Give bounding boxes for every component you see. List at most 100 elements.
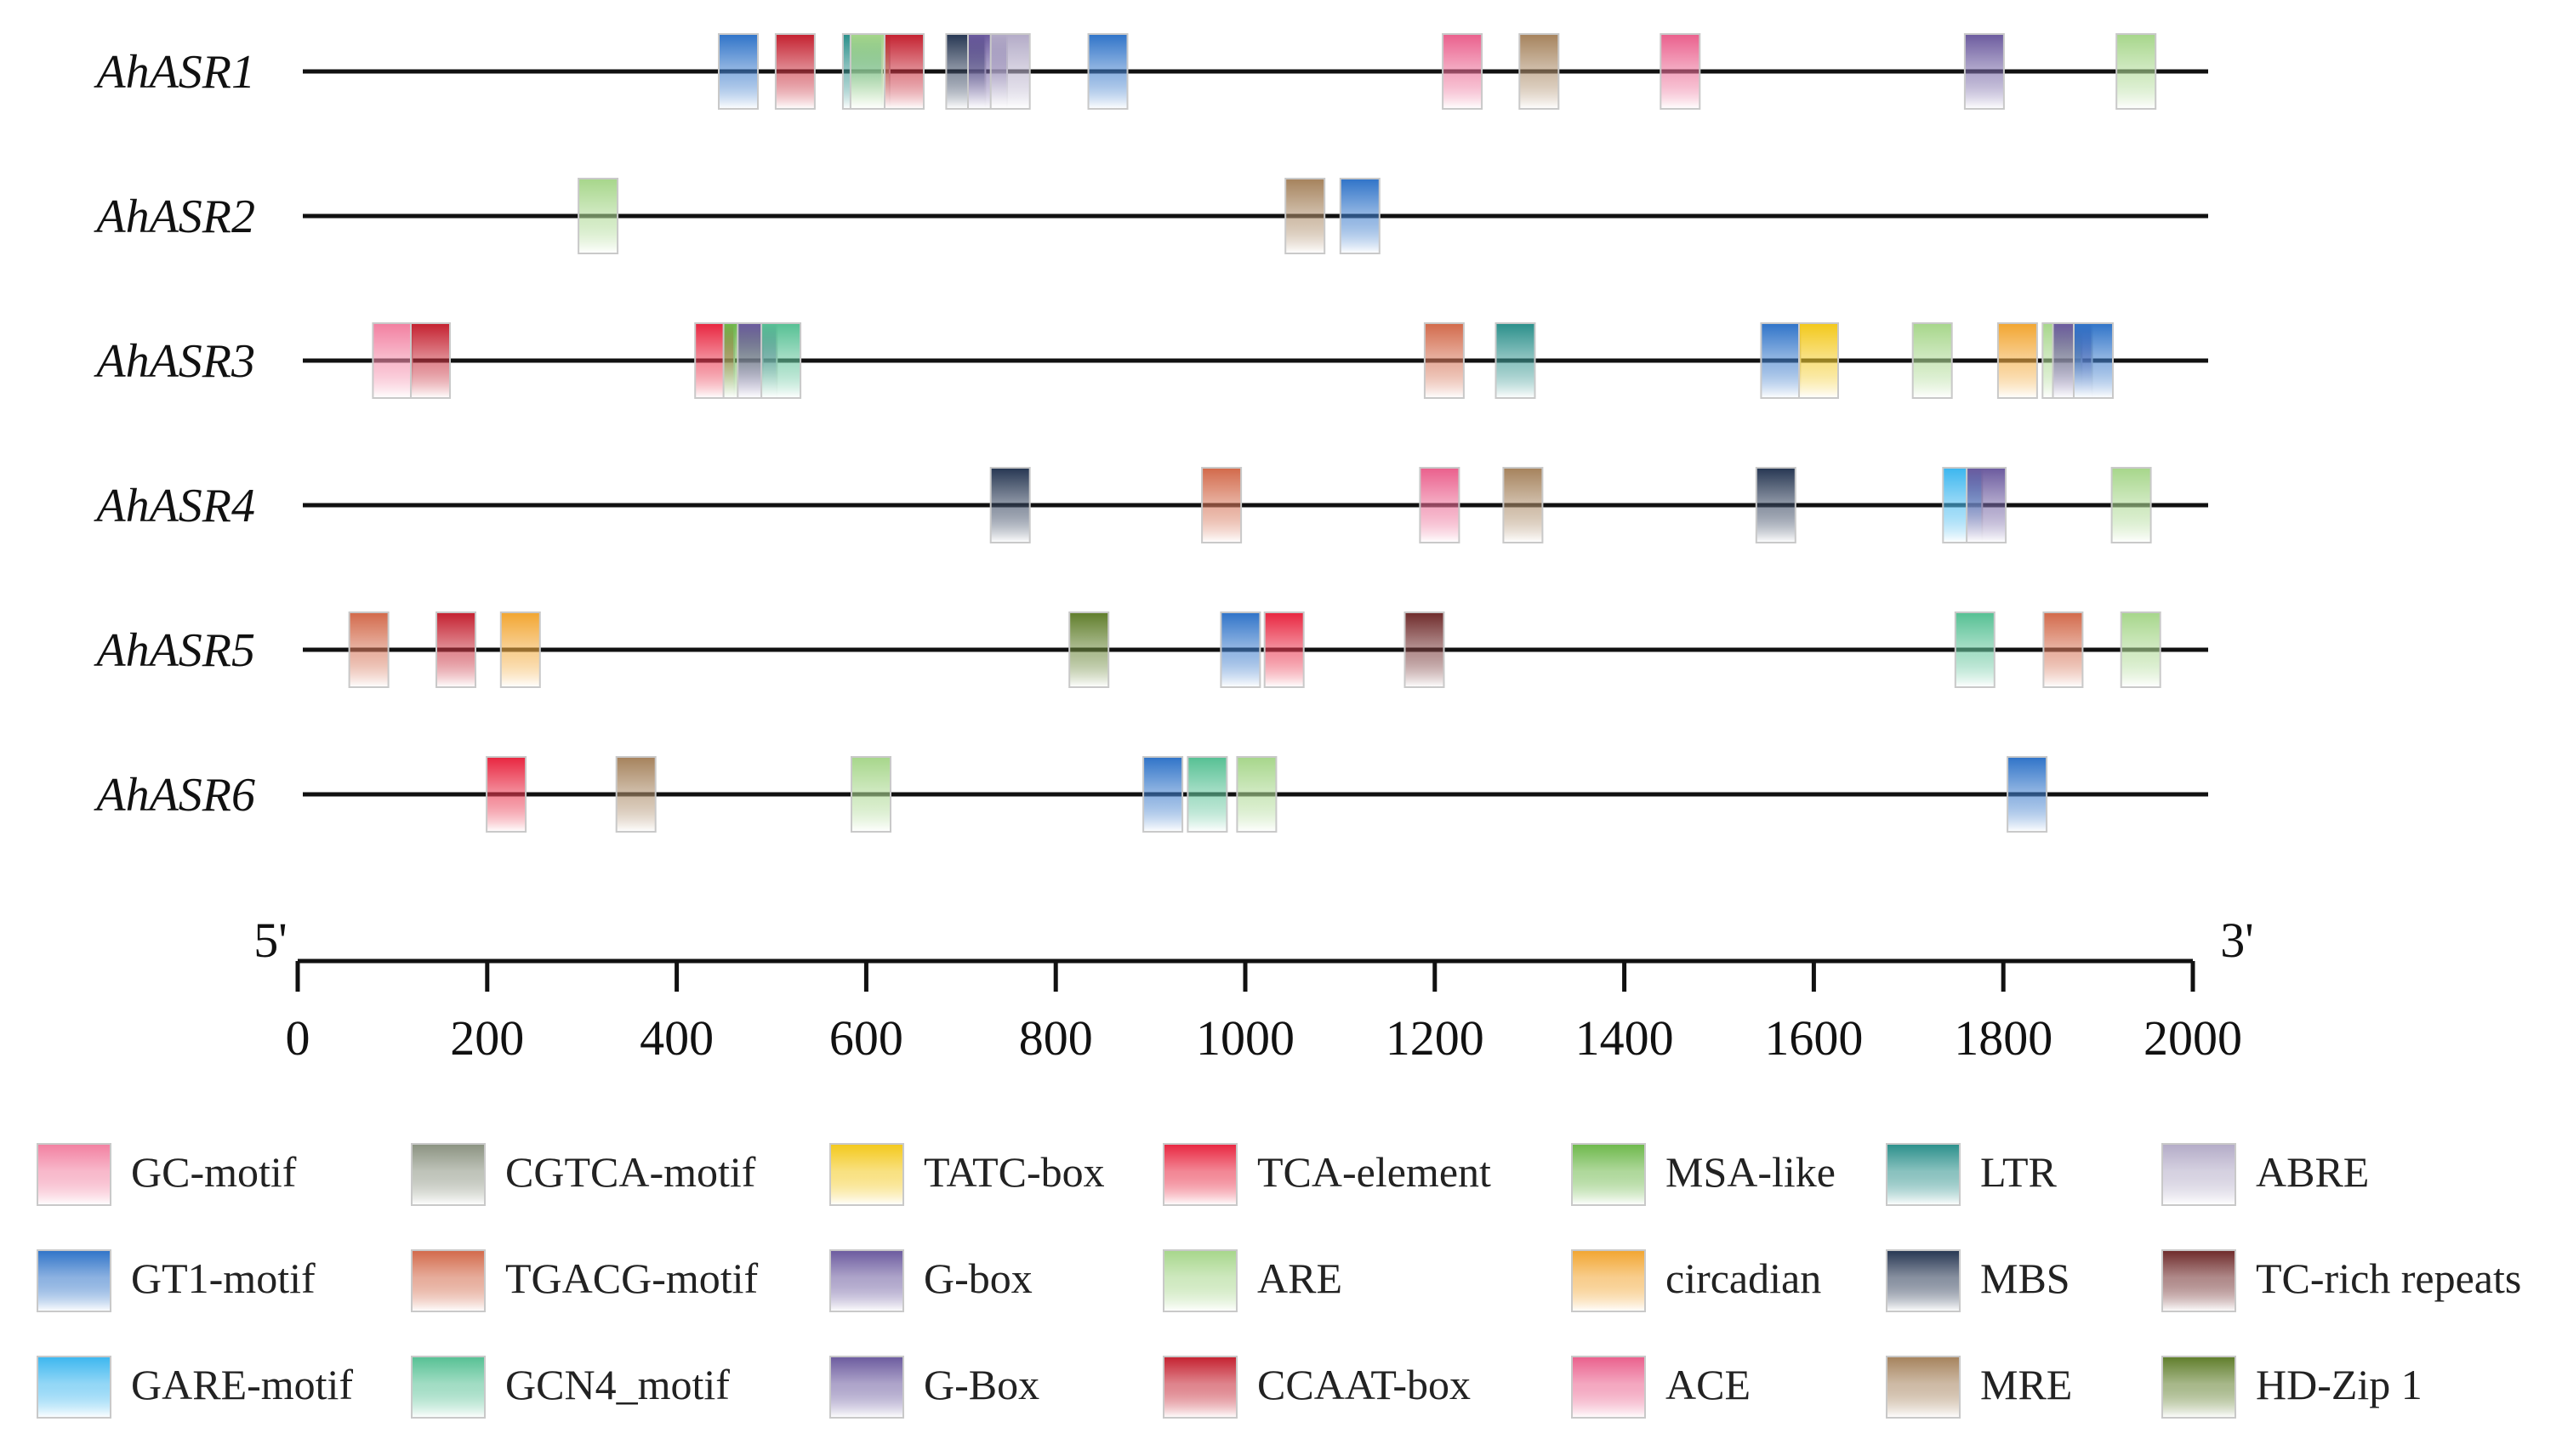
legend-swatch bbox=[37, 1143, 111, 1206]
gene-tracks: AhASR1 AhASR2 AhASR3 AhASR4 AhASR5 AhASR6 bbox=[93, 33, 2208, 833]
legend-swatch bbox=[829, 1249, 904, 1312]
element-tca-element bbox=[486, 756, 527, 833]
legend-swatch bbox=[411, 1249, 486, 1312]
legend-swatch bbox=[1163, 1249, 1238, 1312]
gene-label: AhASR4 bbox=[93, 480, 255, 532]
element-ace bbox=[1442, 33, 1483, 110]
axis-tick-label: 1600 bbox=[1764, 1010, 1863, 1066]
element-are bbox=[1911, 322, 1953, 399]
element-circadian bbox=[499, 611, 541, 688]
gene-track-ahasr5: AhASR5 bbox=[93, 611, 2208, 688]
legend-swatch bbox=[1571, 1143, 1646, 1206]
legend-item-mbs: MBS bbox=[1886, 1249, 2070, 1312]
legend-item-ltr: LTR bbox=[1886, 1143, 2057, 1206]
gene-track-ahasr1: AhASR1 bbox=[93, 33, 2208, 110]
legend-item-tc-rich-repeats: TC-rich repeats bbox=[2161, 1249, 2521, 1312]
element-mre bbox=[1518, 33, 1560, 110]
element-ace bbox=[1419, 467, 1460, 543]
legend-label: ACE bbox=[1665, 1361, 1751, 1408]
element-are bbox=[1236, 756, 1278, 833]
element-tatc-box bbox=[1798, 322, 1839, 399]
element-tca-element bbox=[1263, 611, 1305, 688]
legend-swatch bbox=[1886, 1249, 1961, 1312]
gene-label: AhASR6 bbox=[93, 769, 255, 822]
legend-label: G-box bbox=[924, 1254, 1033, 1302]
element-mre bbox=[615, 756, 657, 833]
legend-label: ABRE bbox=[2256, 1148, 2369, 1196]
legend-item-tatc-box: TATC-box bbox=[829, 1143, 1105, 1206]
legend-item-msa-like: MSA-like bbox=[1571, 1143, 1836, 1206]
element-gt1-motif bbox=[1760, 322, 1802, 399]
element-abre bbox=[989, 33, 1031, 110]
element-gt1-motif bbox=[718, 33, 759, 110]
legend-item-hd-zip-1: HD-Zip 1 bbox=[2161, 1356, 2423, 1419]
axis-tick-label: 1200 bbox=[1386, 1010, 1484, 1066]
element-gc-motif bbox=[372, 322, 413, 399]
element-gt1-motif bbox=[1087, 33, 1129, 110]
axis-tick-label: 1800 bbox=[1954, 1010, 2052, 1066]
legend-label: GARE-motif bbox=[131, 1361, 353, 1408]
element-are bbox=[2120, 611, 2161, 688]
gene-label: AhASR5 bbox=[93, 624, 255, 677]
element-hd-zip-1 bbox=[1068, 611, 1110, 688]
legend-item-mre: MRE bbox=[1886, 1356, 2072, 1419]
gene-label: AhASR3 bbox=[93, 335, 255, 388]
axis-tick-label: 800 bbox=[1019, 1010, 1093, 1066]
element-are bbox=[2115, 33, 2157, 110]
element-g-box bbox=[1963, 33, 2005, 110]
legend-swatch bbox=[37, 1356, 111, 1419]
element-tc-rich-repeats bbox=[1403, 611, 1445, 688]
element-tgacg-motif bbox=[1201, 467, 1243, 543]
legend-label: MBS bbox=[1980, 1254, 2070, 1302]
legend-item-cgtca-motif: CGTCA-motif bbox=[411, 1143, 756, 1206]
legend-item-abre: ABRE bbox=[2161, 1143, 2369, 1206]
element-are bbox=[578, 178, 619, 254]
element-g-box bbox=[1966, 467, 2007, 543]
element-are bbox=[2110, 467, 2152, 543]
element-gcn4-motif bbox=[760, 322, 802, 399]
element-mbs bbox=[989, 467, 1031, 543]
legend-label: HD-Zip 1 bbox=[2256, 1361, 2423, 1408]
legend-label: TGACG-motif bbox=[505, 1254, 759, 1302]
element-gcn4-motif bbox=[1954, 611, 1996, 688]
legend-item-circadian: circadian bbox=[1571, 1249, 1821, 1312]
legend-label: TC-rich repeats bbox=[2256, 1254, 2521, 1302]
element-mbs bbox=[1755, 467, 1796, 543]
legend-swatch bbox=[37, 1249, 111, 1312]
legend-item-gare-motif: GARE-motif bbox=[37, 1356, 353, 1419]
element-ccaat-box bbox=[436, 611, 476, 688]
legend-swatch bbox=[2161, 1356, 2236, 1419]
legend-label: G-Box bbox=[924, 1361, 1039, 1408]
legend-label: GT1-motif bbox=[131, 1254, 316, 1302]
legend-label: circadian bbox=[1665, 1254, 1821, 1302]
gene-track-ahasr6: AhASR6 bbox=[93, 756, 2208, 833]
element-gt1-motif bbox=[2073, 322, 2114, 399]
legend-item-g-box: G-box bbox=[829, 1249, 1033, 1312]
legend-label: ARE bbox=[1257, 1254, 1342, 1302]
legend-swatch bbox=[1571, 1356, 1646, 1419]
element-legend: GC-motif CGTCA-motif TATC-box TCA-element MS… bbox=[37, 1143, 2521, 1419]
legend-label: CGTCA-motif bbox=[505, 1148, 756, 1196]
legend-item-tgacg-motif: TGACG-motif bbox=[411, 1249, 759, 1312]
element-gt1-motif bbox=[2007, 756, 2048, 833]
element-gt1-motif bbox=[1339, 178, 1381, 254]
legend-swatch bbox=[2161, 1249, 2236, 1312]
legend-swatch bbox=[1886, 1356, 1961, 1419]
legend-swatch bbox=[1571, 1249, 1646, 1312]
legend-label: GC-motif bbox=[131, 1148, 297, 1196]
legend-label: MSA-like bbox=[1665, 1148, 1836, 1196]
element-are bbox=[851, 756, 891, 833]
axis-tick-label: 1400 bbox=[1575, 1010, 1674, 1066]
gene-label: AhASR1 bbox=[93, 46, 255, 99]
axis-end-label: 3' bbox=[2220, 913, 2253, 968]
legend-label: TCA-element bbox=[1257, 1148, 1491, 1196]
legend-label: TATC-box bbox=[924, 1148, 1105, 1196]
legend-swatch bbox=[829, 1143, 904, 1206]
element-tgacg-motif bbox=[348, 611, 390, 688]
legend-swatch bbox=[411, 1356, 486, 1419]
legend-label: MRE bbox=[1980, 1361, 2072, 1408]
element-gcn4-motif bbox=[1187, 756, 1228, 833]
element-mre bbox=[1502, 467, 1544, 543]
gene-track-ahasr2: AhASR2 bbox=[93, 178, 2208, 254]
